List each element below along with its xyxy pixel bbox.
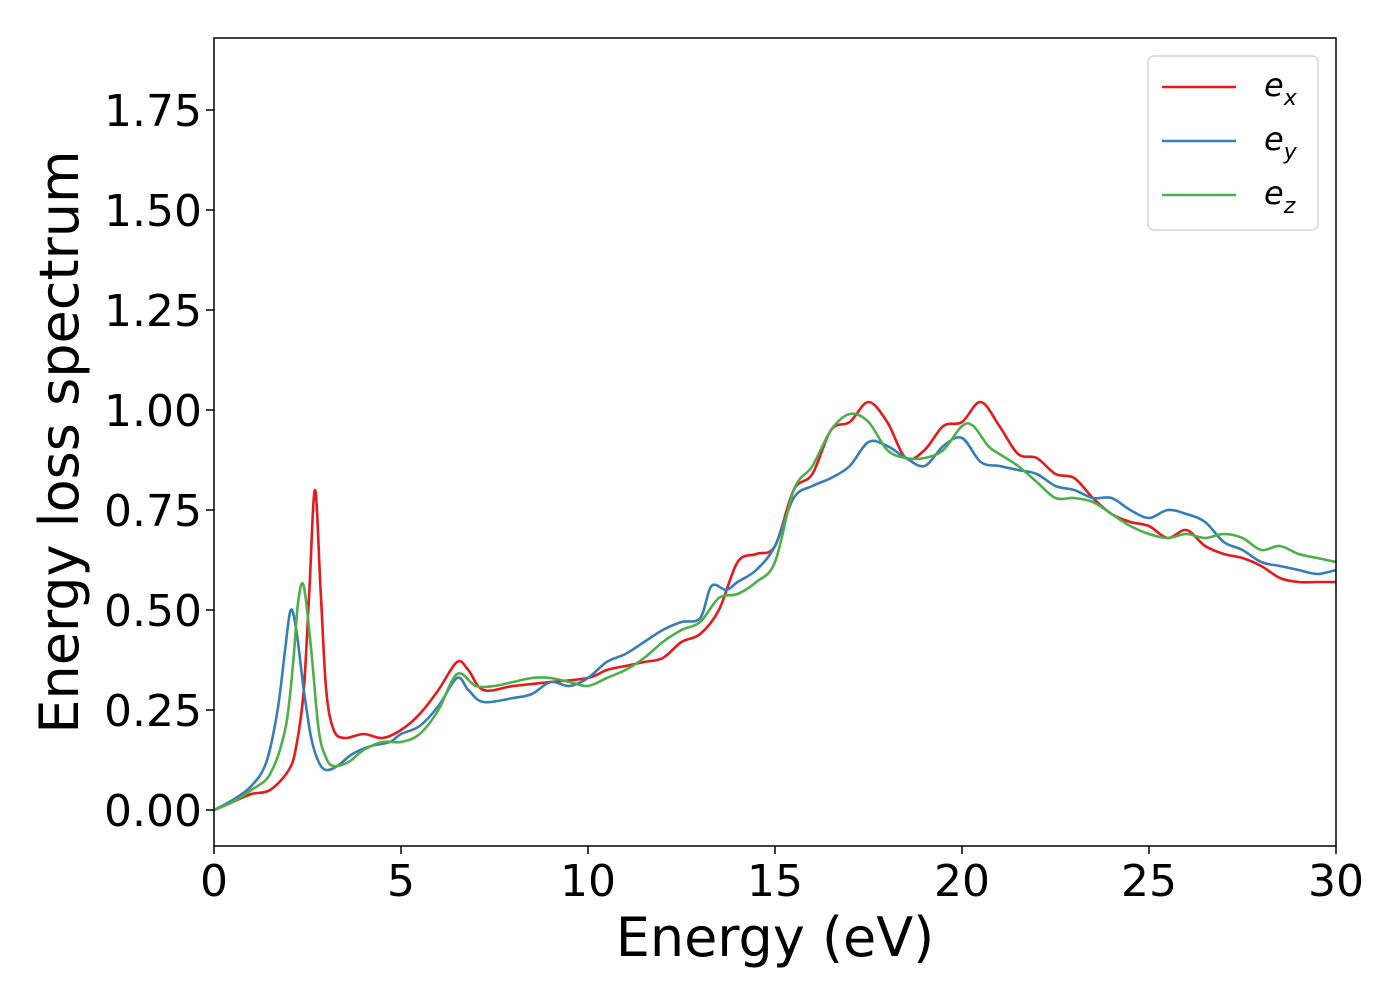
- y-tick-label: 0.25: [104, 686, 202, 737]
- y-tick-label: 0.75: [104, 486, 202, 537]
- x-tick-label: 0: [200, 856, 228, 907]
- series-line-z: [214, 412, 1336, 812]
- y-axis: 0.00 0.25 0.50 0.75 1.00 1.25 1.50 1.75: [104, 86, 214, 837]
- x-tick-label: 30: [1308, 856, 1364, 907]
- x-tick-label: 10: [560, 856, 616, 907]
- x-tick-label: 5: [387, 856, 415, 907]
- y-tick-label: 1.25: [104, 286, 202, 337]
- y-tick-label: 0.00: [104, 786, 202, 837]
- legend-label-y: ey: [1264, 120, 1298, 165]
- y-axis-title: Energy loss spectrum: [28, 150, 91, 733]
- y-tick-label: 1.75: [104, 86, 202, 137]
- series-line-y: [214, 436, 1336, 812]
- x-tick-label: 15: [747, 856, 803, 907]
- y-tick-label: 1.00: [104, 386, 202, 437]
- y-tick-label: 1.50: [104, 186, 202, 237]
- x-axis-title: Energy (eV): [616, 906, 935, 969]
- legend-label-z: ez: [1264, 174, 1296, 219]
- legend-label-x: ex: [1264, 66, 1298, 111]
- series-line-x: [214, 400, 1336, 812]
- x-tick-label: 20: [934, 856, 990, 907]
- y-tick-label: 0.50: [104, 586, 202, 637]
- legend-frame: [1147, 55, 1319, 231]
- series-layer: [214, 400, 1336, 812]
- legend: ex ey ez: [1147, 55, 1319, 231]
- x-axis: 0 5 10 15 20 25 30: [200, 846, 1364, 907]
- x-tick-label: 25: [1121, 856, 1177, 907]
